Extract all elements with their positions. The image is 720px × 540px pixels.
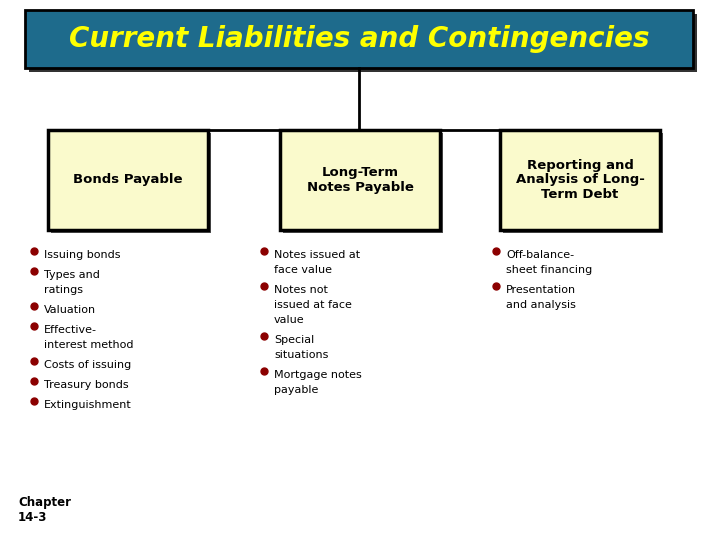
Text: Effective-: Effective- <box>44 325 97 335</box>
Text: Notes not: Notes not <box>274 285 328 295</box>
Text: Issuing bonds: Issuing bonds <box>44 250 120 260</box>
Text: Chapter
14-3: Chapter 14-3 <box>18 496 71 524</box>
Text: Special: Special <box>274 335 314 345</box>
Text: payable: payable <box>274 385 318 395</box>
Text: Valuation: Valuation <box>44 305 96 315</box>
FancyBboxPatch shape <box>29 14 697 72</box>
Text: Presentation: Presentation <box>506 285 576 295</box>
FancyBboxPatch shape <box>25 10 693 68</box>
FancyBboxPatch shape <box>51 133 211 233</box>
Text: and analysis: and analysis <box>506 300 576 310</box>
FancyBboxPatch shape <box>283 133 443 233</box>
FancyBboxPatch shape <box>48 130 208 230</box>
Text: Reporting and
Analysis of Long-
Term Debt: Reporting and Analysis of Long- Term Deb… <box>516 159 644 201</box>
Text: issued at face: issued at face <box>274 300 352 310</box>
Text: Mortgage notes: Mortgage notes <box>274 370 361 380</box>
Text: interest method: interest method <box>44 340 133 350</box>
FancyBboxPatch shape <box>503 133 663 233</box>
FancyBboxPatch shape <box>280 130 440 230</box>
Text: value: value <box>274 315 305 325</box>
Text: Costs of issuing: Costs of issuing <box>44 360 131 370</box>
Text: Treasury bonds: Treasury bonds <box>44 380 129 390</box>
FancyBboxPatch shape <box>500 130 660 230</box>
Text: situations: situations <box>274 350 328 360</box>
Text: sheet financing: sheet financing <box>506 265 593 275</box>
Text: Notes issued at: Notes issued at <box>274 250 360 260</box>
Text: Extinguishment: Extinguishment <box>44 400 132 410</box>
Text: Bonds Payable: Bonds Payable <box>73 173 183 186</box>
Text: Off-balance-: Off-balance- <box>506 250 574 260</box>
Text: ratings: ratings <box>44 285 83 295</box>
Text: Current Liabilities and Contingencies: Current Liabilities and Contingencies <box>68 25 649 53</box>
Text: Long-Term
Notes Payable: Long-Term Notes Payable <box>307 166 413 194</box>
Text: face value: face value <box>274 265 332 275</box>
Text: Types and: Types and <box>44 270 100 280</box>
